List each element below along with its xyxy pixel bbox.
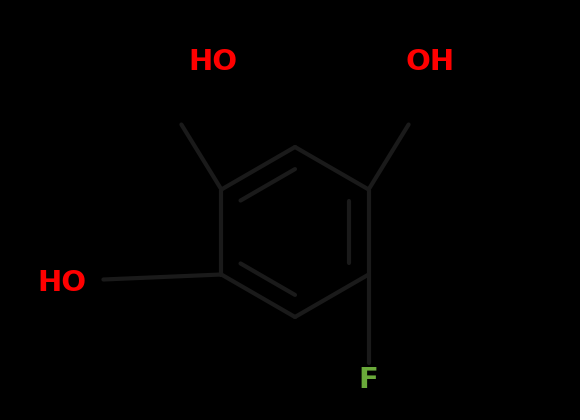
- Text: HO: HO: [188, 48, 238, 76]
- Text: F: F: [358, 366, 378, 394]
- Text: HO: HO: [38, 269, 86, 297]
- Text: OH: OH: [405, 48, 455, 76]
